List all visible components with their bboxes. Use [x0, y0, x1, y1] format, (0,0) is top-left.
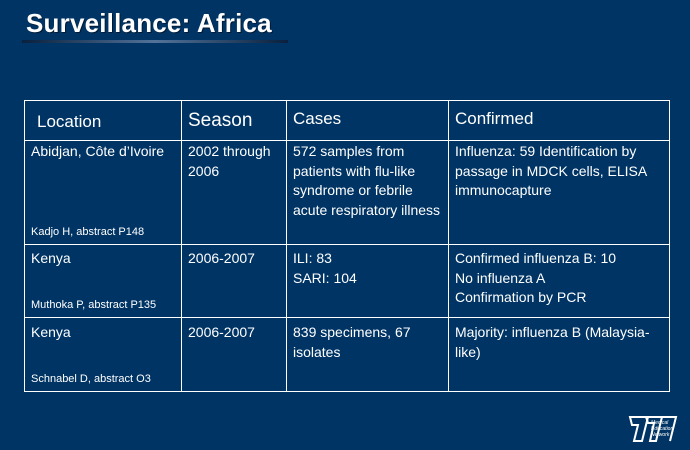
- table-row: Kenya Schnabel D, abstract O3 2006-2007 …: [24, 317, 670, 392]
- medical-education-network-logo-icon: [628, 416, 678, 442]
- table-row: Kenya Muthoka P, abstract P135 2006-2007…: [24, 244, 670, 318]
- confirmed-cell: Influenza: 59 Identification by passage …: [448, 140, 670, 245]
- location-cell: Kenya Schnabel D, abstract O3: [24, 317, 182, 392]
- season-cell: 2006-2007: [181, 244, 287, 318]
- logo-text-line: Education: [651, 426, 674, 432]
- cases-cell: 572 samples from patients with flu-like …: [286, 140, 449, 245]
- confirmed-line: Confirmation by PCR: [455, 289, 587, 305]
- cases-cell: ILI: 83 SARI: 104: [286, 244, 449, 318]
- table-row: Abidjan, Côte d’Ivoire Kadjo H, abstract…: [24, 140, 670, 245]
- reference-citation: Kadjo H, abstract P148: [31, 226, 145, 238]
- season-cell: 2006-2007: [181, 317, 287, 392]
- cases-sari: SARI: 104: [293, 269, 357, 286]
- slide-title: Surveillance: Africa: [26, 8, 272, 38]
- surveillance-table: Location Season Cases Confirmed Abidjan,…: [24, 100, 670, 392]
- location-name: Kenya: [31, 250, 71, 266]
- location-name: Abidjan, Côte d’Ivoire: [31, 143, 165, 159]
- season-cell: 2002 through 2006: [181, 140, 287, 245]
- confirmed-line: No influenza A: [455, 269, 546, 286]
- confirmed-cell: Confirmed influenza B: 10 No influenza A…: [448, 244, 670, 318]
- reference-citation: Schnabel D, abstract O3: [31, 373, 151, 385]
- header-cases: Cases: [286, 100, 449, 141]
- confirmed-line: Confirmed influenza B: 10: [455, 250, 617, 266]
- logo-text-line: Medical: [651, 420, 669, 426]
- table-header-row: Location Season Cases Confirmed: [24, 100, 670, 141]
- title-underline: [22, 40, 288, 43]
- location-name: Kenya: [31, 324, 71, 340]
- reference-citation: Muthoka P, abstract P135: [31, 299, 157, 311]
- cases-ili: ILI: 83: [293, 250, 332, 266]
- header-season: Season: [181, 100, 287, 141]
- header-location: Location: [24, 100, 182, 141]
- logo-text: Medical Education Network: [651, 420, 673, 438]
- cases-cell: 839 specimens, 67 isolates: [286, 317, 449, 392]
- confirmed-cell: Majority: influenza B (Malaysia-like): [448, 317, 670, 392]
- location-cell: Kenya Muthoka P, abstract P135: [24, 244, 182, 318]
- header-confirmed: Confirmed: [448, 100, 670, 141]
- logo-text-line: Network: [651, 432, 670, 438]
- location-cell: Abidjan, Côte d’Ivoire Kadjo H, abstract…: [24, 140, 182, 245]
